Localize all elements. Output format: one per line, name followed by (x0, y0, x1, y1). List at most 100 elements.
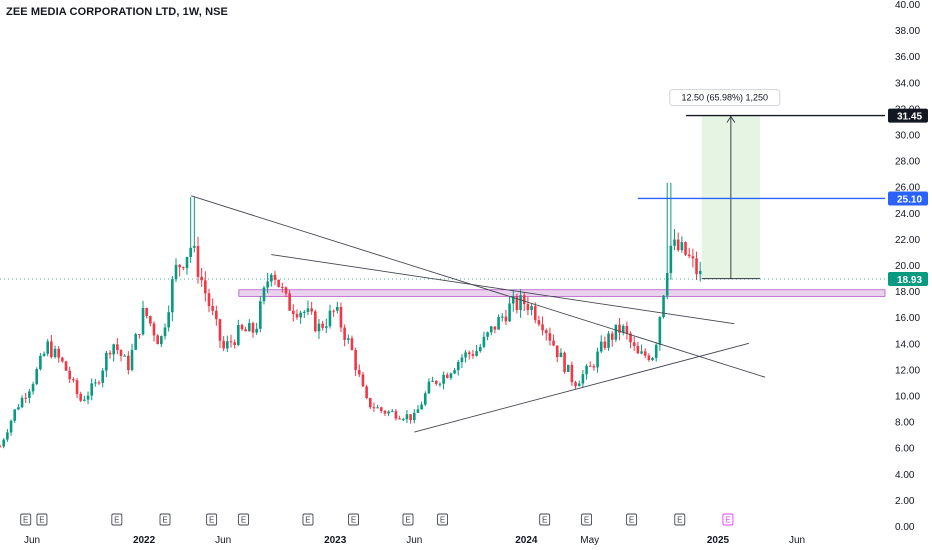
candle-up (174, 264, 178, 280)
candle-up (130, 349, 134, 370)
candle-up (640, 351, 643, 354)
candle-down (178, 264, 181, 268)
measurement-label: 12.50 (65.98%) 1,250 (681, 93, 768, 103)
x-tick-label: Jun (789, 535, 805, 546)
candle-up (2, 439, 6, 447)
y-tick-label: 12.00 (895, 365, 920, 376)
y-tick-label: 30.00 (895, 131, 920, 142)
candle-up (237, 324, 240, 345)
candle-down (273, 274, 277, 280)
candle-up (442, 374, 445, 384)
candle-up (105, 352, 108, 371)
candle-down (295, 314, 299, 318)
y-tick-label: 4.00 (895, 470, 915, 481)
price-tag (888, 271, 928, 286)
earnings-marker-label: E (241, 516, 246, 525)
candle-down (574, 382, 577, 387)
candle-up (20, 397, 24, 408)
y-tick-label: 2.00 (895, 496, 915, 507)
candle-up (185, 256, 189, 269)
candle-down (643, 351, 647, 356)
candle-up (460, 357, 464, 363)
earnings-marker (674, 513, 686, 526)
drawing-lines-layer (191, 114, 885, 433)
y-tick-label: 34.00 (895, 78, 920, 89)
candle-down (57, 348, 61, 358)
candle-down (629, 333, 632, 343)
earnings-marker-label: E (114, 516, 119, 525)
candle-down (610, 333, 614, 340)
candle-down (24, 397, 28, 399)
earnings-marker-label: E (39, 516, 44, 525)
candle-down (339, 306, 343, 328)
candle-up (390, 411, 394, 413)
candle-up (328, 310, 332, 327)
x-tick-label: 2025 (707, 535, 730, 546)
trendline (271, 254, 735, 325)
candle-up (160, 336, 163, 345)
candle-down (207, 293, 211, 307)
candle-up (669, 245, 673, 274)
measurement-layer: 12.50 (65.98%) 1,250 (669, 89, 781, 280)
earnings-marker-label: E (162, 516, 167, 525)
candle-down (75, 380, 79, 394)
candle-down (570, 364, 574, 383)
candle-up (464, 352, 467, 358)
candle-down (288, 293, 291, 311)
candle-down (541, 324, 544, 331)
y-tick-label: 0.00 (895, 522, 915, 533)
y-tick-label: 22.00 (895, 235, 920, 246)
earnings-marker (36, 513, 48, 526)
candle-down (357, 369, 361, 375)
trendline (191, 195, 766, 378)
candle-up (698, 270, 702, 275)
candle-up (453, 370, 456, 374)
y-tick-label: 8.00 (895, 418, 915, 429)
support-zone (238, 289, 886, 297)
candle-down (64, 361, 68, 371)
y-tick-label: 26.00 (895, 183, 920, 194)
candle-down (592, 366, 596, 368)
candle-up (478, 346, 482, 352)
candle-up (259, 301, 262, 329)
x-tick-label: 2023 (324, 535, 347, 546)
candle-up (270, 274, 273, 282)
earnings-marker (159, 513, 171, 526)
y-tick-label: 14.00 (895, 339, 920, 350)
candle-down (526, 303, 530, 311)
candle-up (665, 273, 669, 296)
candle-up (673, 239, 676, 246)
candle-up (255, 328, 258, 333)
candle-down (379, 407, 383, 411)
earnings-marker (402, 513, 414, 526)
candle-up (658, 317, 662, 345)
candle-up (248, 323, 251, 332)
y-tick-label: 16.00 (895, 313, 920, 324)
candle-up (489, 326, 493, 333)
earnings-marker (348, 513, 359, 526)
candle-down (292, 310, 295, 315)
candle-up (317, 323, 321, 332)
candle-down (493, 326, 497, 330)
candle-up (163, 327, 167, 337)
candle-up (376, 407, 379, 409)
candle-down (222, 340, 225, 349)
earnings-marker-label: E (677, 516, 682, 525)
candle-up (134, 334, 137, 350)
candle-up (412, 412, 416, 421)
measurement-label-box (669, 89, 781, 107)
candle-down (149, 316, 152, 324)
x-tick-label: May (580, 535, 599, 546)
candle-down (343, 327, 346, 340)
candle-down (196, 245, 200, 277)
candle-up (614, 324, 618, 340)
support-zone-layer (0, 278, 886, 297)
candle-up (662, 295, 665, 318)
candle-up (654, 344, 658, 358)
candle-up (416, 409, 420, 413)
x-tick-label: Jun (24, 535, 40, 546)
candle-up (456, 362, 460, 371)
candle-down (537, 320, 541, 325)
candle-up (500, 316, 504, 318)
